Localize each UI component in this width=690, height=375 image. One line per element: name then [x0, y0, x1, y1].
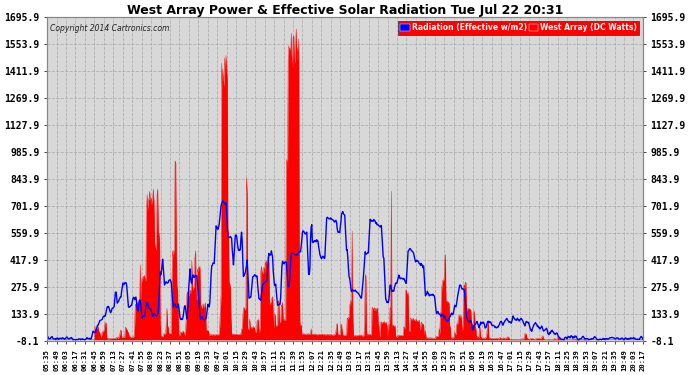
Text: Copyright 2014 Cartronics.com: Copyright 2014 Cartronics.com: [50, 24, 170, 33]
Title: West Array Power & Effective Solar Radiation Tue Jul 22 20:31: West Array Power & Effective Solar Radia…: [127, 4, 563, 17]
Legend: Radiation (Effective w/m2), West Array (DC Watts): Radiation (Effective w/m2), West Array (…: [398, 21, 639, 34]
